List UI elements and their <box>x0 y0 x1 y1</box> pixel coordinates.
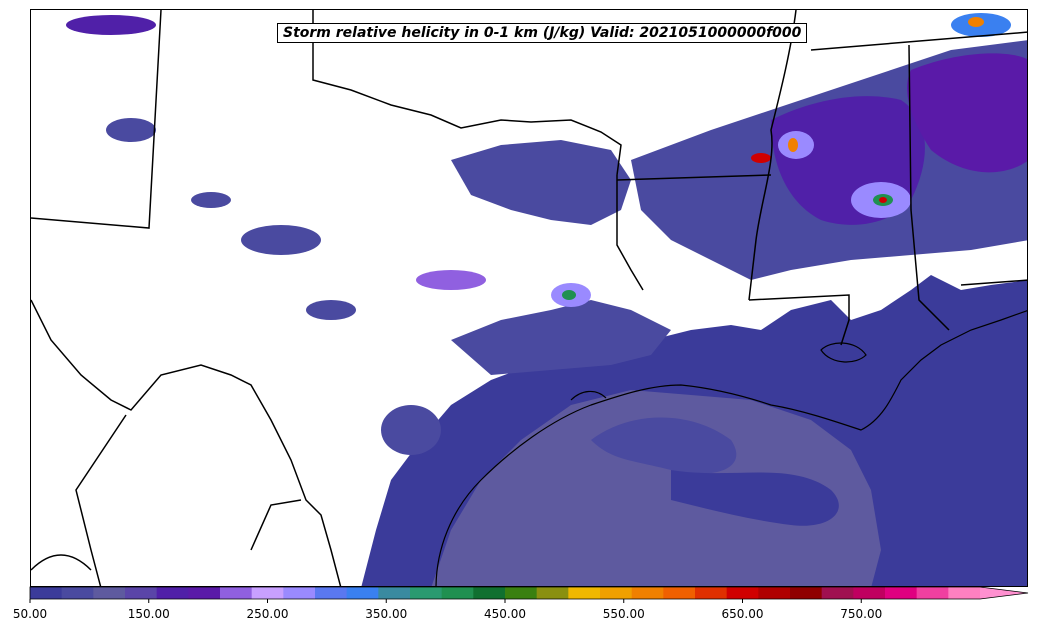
colorbar-tick-label: 650.00 <box>721 607 764 621</box>
storm-cell-6 <box>66 15 156 35</box>
gulf-helicity-swirl <box>591 417 737 474</box>
storm-cell-5-core <box>968 17 984 27</box>
helicity-field <box>66 13 1027 586</box>
colorbar-segment <box>631 587 664 599</box>
colorbar-segment <box>473 587 506 599</box>
oklahoma-texas-border <box>312 10 622 176</box>
colorbar-tick-label: 50.00 <box>12 607 48 621</box>
colorbar-tick-label: 350.00 <box>365 607 408 621</box>
mississippi-river <box>748 10 797 301</box>
colorbar-segment <box>346 587 379 599</box>
colorbar-segment <box>568 587 601 599</box>
lake-pontchartrain <box>820 342 867 363</box>
texas-mexico-border <box>31 299 342 586</box>
alabama-east-border <box>960 279 1027 286</box>
oklahoma-panhandle-border <box>31 10 162 229</box>
colorbar-segment <box>30 587 63 599</box>
alabama-purple <box>907 53 1027 173</box>
arkansas-north-border <box>616 174 772 181</box>
north-texas-patch <box>451 140 631 225</box>
colorbar-extend-arrow <box>980 587 1028 599</box>
colorbar-segment <box>315 587 348 599</box>
colorbar-tick-label: 250.00 <box>246 607 289 621</box>
colorbar-tick-label: 150.00 <box>127 607 170 621</box>
colorbar-segment <box>61 587 94 599</box>
map-title: Storm relative helicity in 0-1 km (J/kg)… <box>277 23 808 43</box>
storm-cell-9 <box>416 270 486 290</box>
galveston-bay <box>570 390 607 401</box>
tamaulipas-border <box>31 554 92 571</box>
colorbar-segment <box>156 587 189 599</box>
colorbar-segment <box>758 587 791 599</box>
colorbar-segment <box>125 587 158 599</box>
colorbar-segment <box>441 587 474 599</box>
colorbar-outline <box>29 586 1029 600</box>
colorbar-segment <box>251 587 284 599</box>
east-texas-patch <box>451 300 671 375</box>
storm-cell-4-core <box>562 290 576 300</box>
colorbar-segment <box>188 587 221 599</box>
map-panel: Storm relative helicity in 0-1 km (J/kg)… <box>30 9 1028 587</box>
colorbar-segment <box>790 587 823 599</box>
colorbar-segment <box>821 587 854 599</box>
storm-cell-2-core <box>788 138 798 152</box>
gulf-helicity-band <box>671 470 839 526</box>
storm-cell-12 <box>191 192 231 208</box>
storm-cell-7 <box>106 118 156 142</box>
storm-cell-8 <box>241 225 321 255</box>
coastline <box>435 310 1027 586</box>
colorbar-tick-label: 450.00 <box>484 607 526 621</box>
colorbar <box>29 586 1029 603</box>
mississippi-east-border <box>908 44 950 331</box>
colorbar-segment <box>505 587 538 599</box>
louisiana-north-border <box>748 294 850 346</box>
colorbar-segment <box>916 587 949 599</box>
colorbar-segment <box>663 587 696 599</box>
state-boundaries <box>31 10 1027 586</box>
colorbar-segment <box>93 587 126 599</box>
colorbar-segment <box>536 587 569 599</box>
colorbar-segment <box>410 587 443 599</box>
colorbar-tick-label: 750.00 <box>840 607 883 621</box>
colorbar-segment <box>283 587 316 599</box>
colorbar-segment <box>885 587 918 599</box>
tennessee-border <box>810 31 1027 51</box>
arkansas-border <box>616 175 644 291</box>
storm-cell-1-peak <box>879 197 887 203</box>
colorbar-segment <box>695 587 728 599</box>
colorbar-tick-label: 550.00 <box>602 607 645 621</box>
gulf-helicity-inner <box>431 390 881 586</box>
storm-cell-10 <box>381 405 441 455</box>
colorbar-segment <box>853 587 886 599</box>
mexico-state-border <box>75 414 127 586</box>
storm-cell-3 <box>751 153 771 163</box>
colorbar-segment <box>726 587 759 599</box>
colorbar-segment <box>600 587 633 599</box>
map-canvas <box>31 10 1027 586</box>
coahuila-border <box>250 499 302 551</box>
gulf-coastline <box>435 310 1027 586</box>
storm-cell-11 <box>306 300 356 320</box>
colorbar-segment <box>378 587 411 599</box>
colorbar-segment <box>220 587 253 599</box>
colorbar-segment <box>948 587 981 599</box>
